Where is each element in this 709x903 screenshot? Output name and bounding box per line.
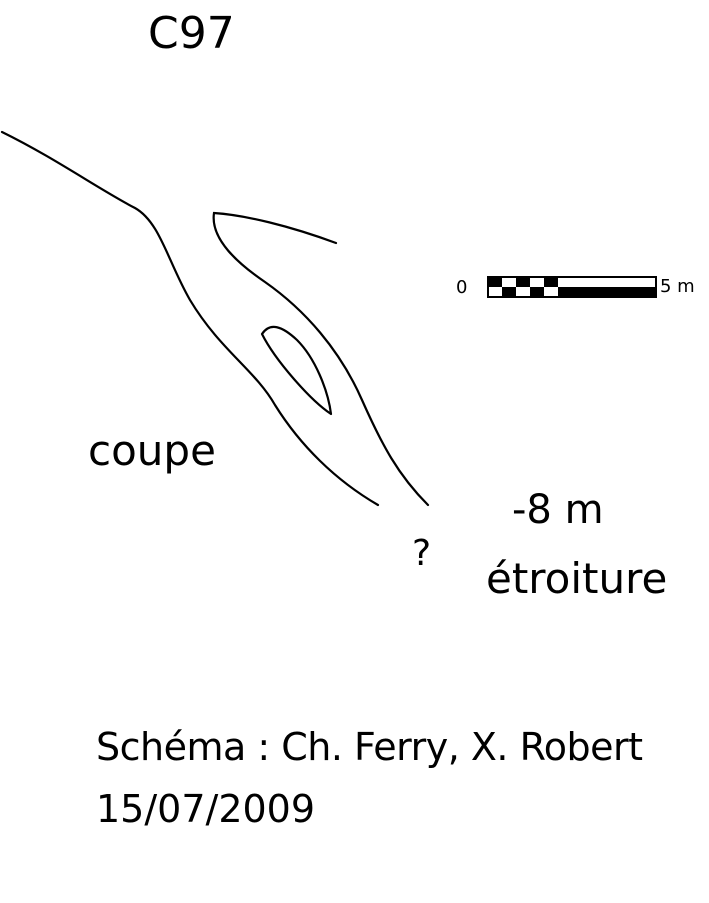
scale-segment	[516, 277, 530, 287]
survey-id-title: C97	[148, 8, 235, 59]
feature-label: étroiture	[486, 554, 668, 603]
credit-line: Schéma : Ch. Ferry, X. Robert	[96, 725, 643, 769]
section-label: coupe	[88, 426, 216, 475]
survey-date: 15/07/2009	[96, 787, 316, 831]
scale-segment	[530, 287, 544, 297]
scale-bar	[487, 276, 657, 298]
scale-segment	[572, 287, 656, 297]
scale-segment	[544, 277, 558, 287]
cave-wall-left	[0, 130, 380, 507]
scale-segment	[558, 287, 572, 297]
depth-label: -8 m	[512, 487, 604, 533]
unexplored-question-mark: ?	[412, 533, 432, 574]
scale-start-label: 0	[456, 277, 468, 298]
scale-segment	[488, 277, 502, 287]
scale-segment	[502, 287, 516, 297]
cave-wall-right	[212, 211, 430, 507]
scale-end-label: 5 m	[660, 276, 695, 297]
rock-pillar-outline	[260, 325, 333, 416]
